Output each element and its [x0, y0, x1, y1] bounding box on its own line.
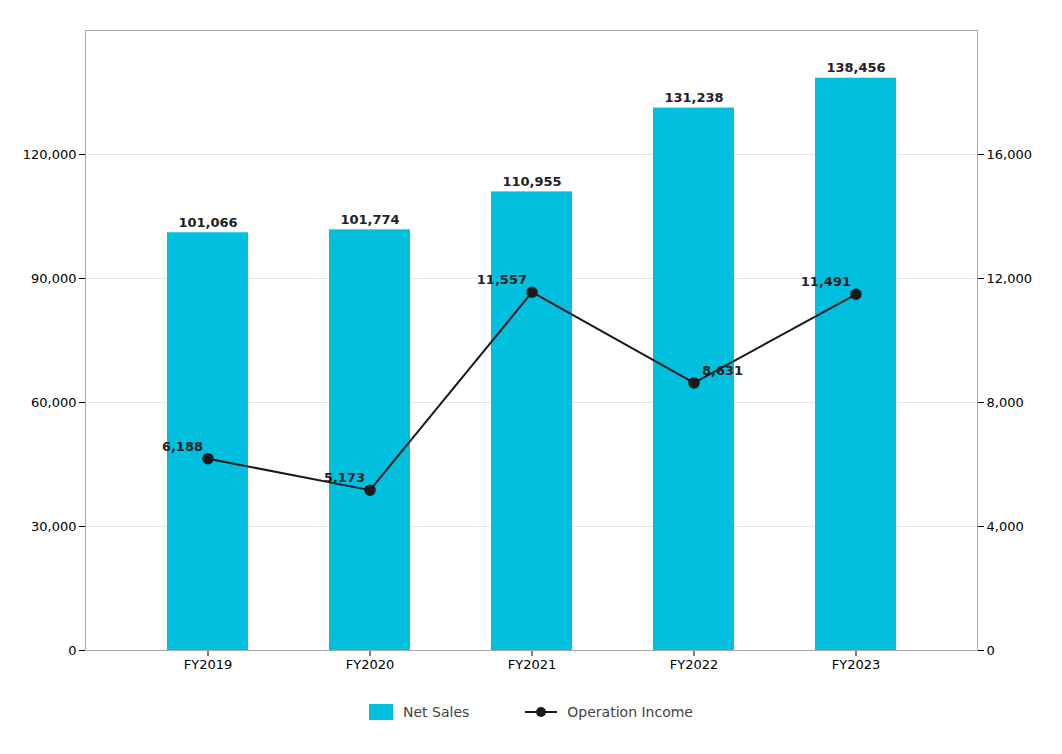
- svg-text:101,066: 101,066: [178, 215, 237, 230]
- svg-text:16,000: 16,000: [987, 147, 1033, 162]
- svg-text:12,000: 12,000: [987, 271, 1033, 286]
- svg-text:138,456: 138,456: [826, 60, 885, 75]
- html-text:Net Sales: Net Sales: [403, 704, 470, 720]
- svg-text:0: 0: [987, 643, 995, 658]
- svg-text:30,000: 30,000: [31, 519, 77, 534]
- svg-text:11,557: 11,557: [477, 272, 527, 287]
- svg-text:120,000: 120,000: [23, 147, 77, 162]
- svg-text:FY2023: FY2023: [832, 657, 881, 672]
- svg-text:8,631: 8,631: [702, 363, 743, 378]
- svg-text:4,000: 4,000: [987, 519, 1024, 534]
- svg-text:60,000: 60,000: [31, 395, 77, 410]
- svg-text:6,188: 6,188: [162, 439, 203, 454]
- svg-text:FY2019: FY2019: [184, 657, 233, 672]
- svg-text:FY2021: FY2021: [508, 657, 557, 672]
- svg-text:110,955: 110,955: [502, 174, 561, 189]
- svg-text:FY2020: FY2020: [346, 657, 395, 672]
- svg-text:101,774: 101,774: [340, 212, 399, 227]
- svg-text:FY2022: FY2022: [670, 657, 719, 672]
- svg-text:11,491: 11,491: [801, 274, 851, 289]
- svg-text:8,000: 8,000: [987, 395, 1024, 410]
- svg-text:131,238: 131,238: [664, 90, 723, 105]
- svg-text:0: 0: [68, 643, 76, 658]
- html-text:Operation Income: Operation Income: [567, 704, 693, 720]
- svg-text:90,000: 90,000: [31, 271, 77, 286]
- svg-text:5,173: 5,173: [324, 470, 365, 485]
